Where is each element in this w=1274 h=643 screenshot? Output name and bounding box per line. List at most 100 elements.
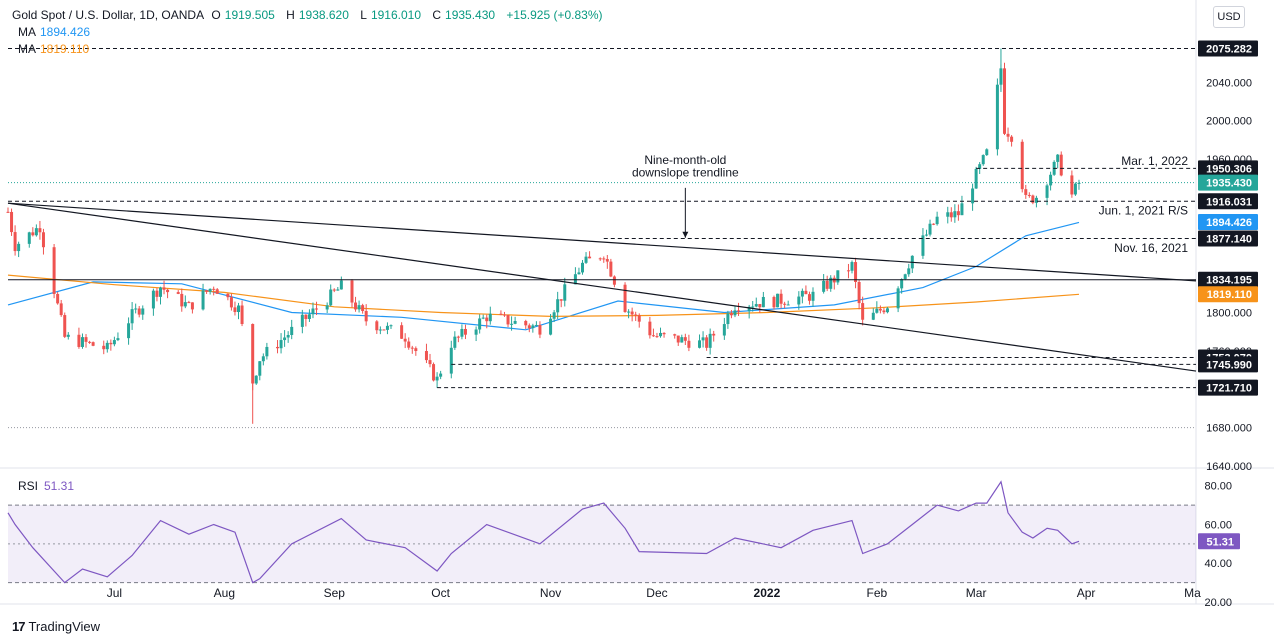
candle-body	[453, 336, 457, 348]
candle-body	[751, 306, 755, 308]
candle	[385, 322, 389, 335]
candle-body	[971, 188, 975, 204]
candle-body	[350, 280, 354, 303]
candle	[109, 339, 113, 351]
candle	[414, 346, 418, 356]
candle-body	[907, 268, 911, 275]
x-tick-label: Sep	[324, 586, 346, 600]
candle	[960, 195, 964, 216]
candle-body	[389, 325, 393, 327]
candle	[151, 288, 155, 316]
candle	[354, 296, 358, 312]
candle	[786, 300, 790, 306]
candle	[6, 207, 10, 213]
candle	[910, 255, 914, 274]
candle	[524, 319, 528, 330]
candle-body	[378, 329, 382, 331]
candle	[825, 275, 829, 292]
candle	[336, 287, 340, 291]
candle-body	[463, 328, 467, 335]
candle	[17, 241, 21, 258]
rsi-tick-label: 20.00	[1204, 597, 1232, 609]
candle	[1031, 194, 1035, 205]
level-tag	[1198, 230, 1258, 247]
currency-button[interactable]: USD	[1213, 6, 1245, 28]
candle	[158, 286, 162, 305]
candle-body	[598, 258, 602, 260]
candle	[712, 330, 716, 342]
candle-body	[311, 308, 315, 315]
x-tick-label: Feb	[866, 586, 887, 600]
candle	[506, 314, 510, 328]
candle-body	[13, 232, 17, 252]
candle-body	[556, 299, 560, 313]
candle-body	[10, 211, 14, 233]
candle	[928, 219, 932, 237]
level-tag-label: 1877.140	[1206, 234, 1252, 246]
candle	[382, 329, 386, 331]
candle-body	[729, 313, 733, 316]
trendline	[7, 202, 1197, 372]
candle	[655, 332, 659, 338]
candle-body	[52, 247, 56, 294]
candle	[531, 323, 535, 333]
price-tag-label: 1935.430	[1206, 178, 1252, 190]
price-tag-ma_slow	[1198, 286, 1258, 303]
candle-body	[190, 302, 194, 310]
candle	[932, 223, 936, 226]
annotation-text: Jun. 1, 2021 R/S	[1099, 204, 1188, 218]
candle-body	[499, 313, 503, 315]
legend-ma-fast[interactable]: MA 1894.426	[18, 25, 91, 39]
rsi-title: RSI	[18, 479, 38, 493]
tradingview-logo[interactable]: 17 TradingView	[12, 619, 100, 634]
candle	[861, 296, 865, 326]
candle	[737, 302, 741, 316]
candle-body	[258, 361, 262, 376]
candle-body	[449, 347, 453, 374]
candle	[407, 337, 411, 350]
candle-body	[325, 305, 329, 310]
candle	[779, 289, 783, 309]
candle-body	[605, 259, 609, 262]
candle-body	[825, 280, 829, 289]
candle-body	[786, 304, 790, 306]
candle	[463, 324, 467, 340]
candle	[201, 283, 205, 311]
candle-body	[563, 284, 567, 301]
candle-body	[300, 314, 304, 327]
candle	[449, 340, 453, 379]
candle	[903, 273, 907, 281]
candle	[538, 321, 542, 339]
candle-body	[215, 289, 219, 294]
candle-body	[712, 333, 716, 336]
candle-body	[981, 155, 985, 165]
candle-body	[180, 293, 184, 307]
candle	[822, 274, 826, 294]
candle	[31, 227, 35, 237]
candle	[1049, 171, 1053, 191]
candle-body	[403, 338, 407, 342]
candle-body	[428, 360, 432, 365]
candle-body	[1073, 183, 1077, 195]
candle	[1056, 154, 1060, 169]
candle-body	[683, 337, 687, 341]
candle-body	[151, 290, 155, 309]
candle-body	[921, 235, 925, 256]
candle-body	[800, 290, 804, 297]
rsi-band-fill	[8, 505, 1196, 583]
candle	[651, 328, 655, 337]
candle	[552, 309, 556, 323]
candle	[261, 353, 265, 366]
candle	[300, 309, 304, 334]
candle	[598, 257, 602, 261]
rsi-value-tag-label: 51.31	[1206, 536, 1234, 548]
y-tick-label: 2040.000	[1206, 77, 1252, 89]
candle	[84, 334, 88, 348]
candle-body	[307, 314, 311, 319]
legend-ma-slow[interactable]: MA 1819.110	[18, 42, 90, 56]
candle	[708, 328, 712, 355]
candle	[424, 343, 428, 364]
candle-body	[279, 340, 283, 349]
candle-body	[237, 305, 241, 313]
